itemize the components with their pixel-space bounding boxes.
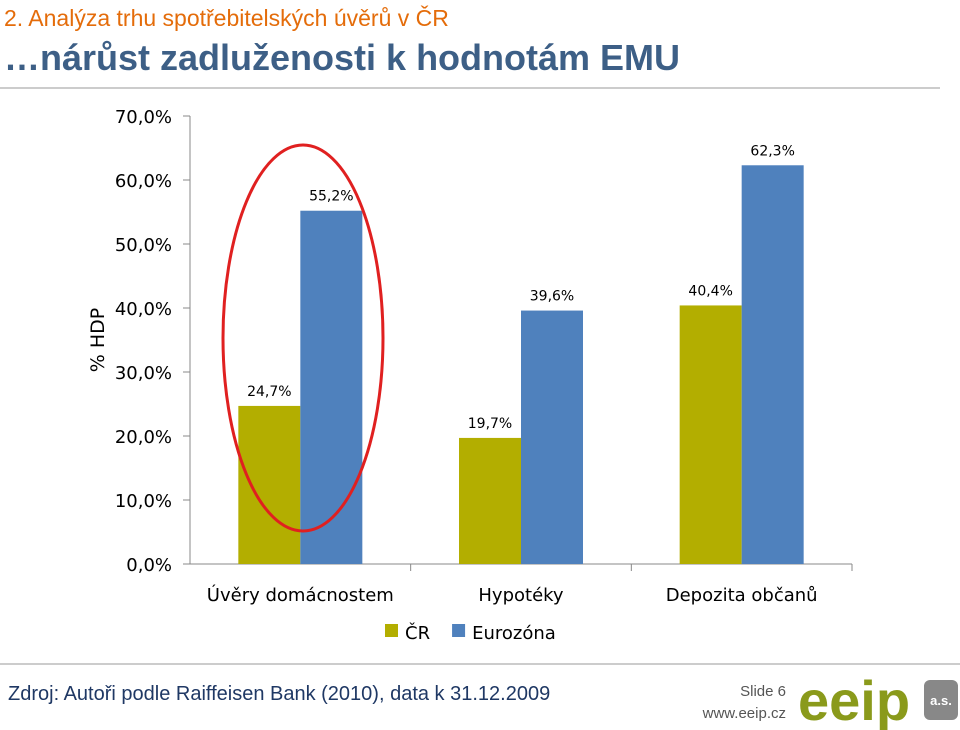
bar [238,405,301,564]
highlight-ellipse [221,143,385,533]
legend-label: ČR [405,622,430,644]
slide-number: Slide 6 [740,683,786,700]
legend-swatch [452,624,466,637]
y-tick-label: 60,0% [115,171,172,192]
y-tick-label: 40,0% [115,299,172,320]
logo: eeip [798,669,910,730]
value-label: 24,7% [247,384,291,400]
value-label: 39,6% [530,289,574,305]
bar [741,165,804,564]
y-tick-label: 20,0% [115,427,172,448]
value-label: 62,3% [750,143,794,159]
value-label: 55,2% [309,189,353,205]
logo-suffix: a.s. [930,693,952,708]
bar [300,210,363,564]
slide-title: 2. Analýza trhu spotřebitelských úvěrů v… [4,4,449,31]
x-tick-label: Depozita občanů [666,585,818,606]
bar [679,305,742,564]
y-tick-label: 50,0% [115,235,172,256]
legend-swatch [385,624,398,637]
slide-subtitle: …nárůst zadluženosti k hodnotám EMU [4,37,680,78]
y-tick-label: 30,0% [115,363,172,384]
y-tick-label: 70,0% [115,107,172,128]
value-label: 40,4% [688,283,732,299]
source: Zdroj: Autoři podle Raiffeisen Bank (201… [8,683,550,705]
logo-badge [924,680,958,720]
x-tick-label: Úvěry domácnostem [207,584,394,606]
url: www.eeip.cz [702,705,786,722]
y-axis-label: % HDP [87,308,109,372]
y-tick-label: 10,0% [115,491,172,512]
bar [459,437,521,564]
bar [521,310,583,564]
legend-label: Eurozóna [472,623,556,644]
plot: 0,0% 10,0% 20,0% 30,0% 40,0% 50,0% 60,0% 70,0% Ú… [115,107,853,644]
x-tick-label: Hypotéky [478,585,564,606]
value-label: 19,7% [468,416,512,432]
y-tick-label: 0,0% [126,555,172,576]
